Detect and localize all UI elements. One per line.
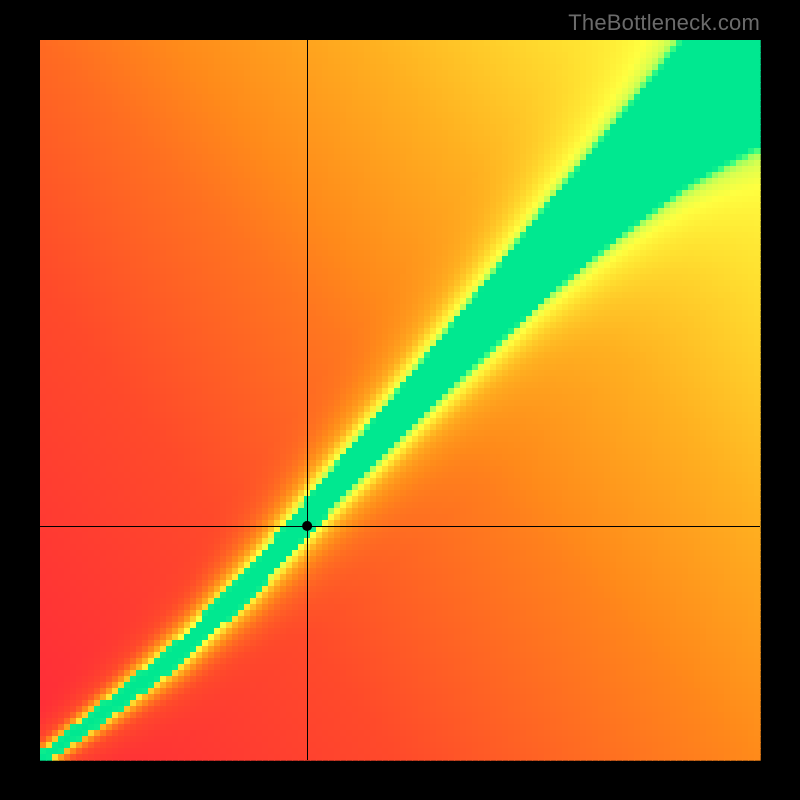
- watermark-text: TheBottleneck.com: [568, 10, 760, 36]
- chart-container: TheBottleneck.com: [0, 0, 800, 800]
- heatmap-canvas: [0, 0, 800, 800]
